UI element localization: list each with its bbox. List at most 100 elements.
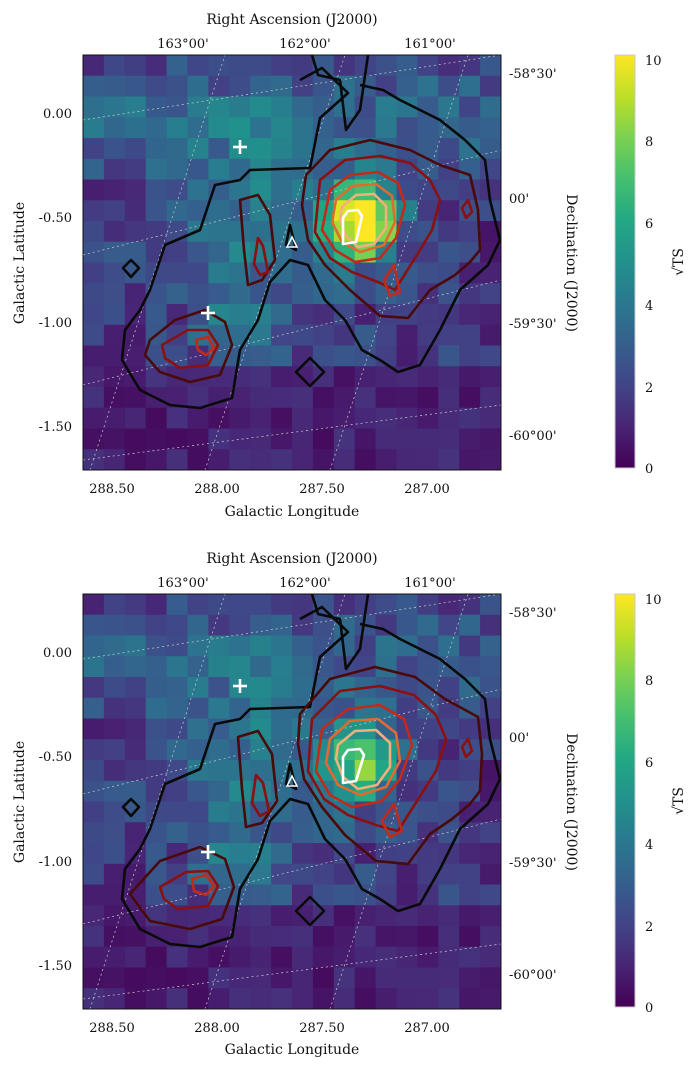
heatmap-cell (271, 905, 293, 927)
heatmap-cell (480, 884, 502, 906)
heatmap-cell (166, 449, 188, 471)
heatmap-cell (187, 801, 209, 823)
heatmap-cell (250, 428, 272, 450)
heatmap-cell (208, 656, 230, 678)
heatmap-cell (354, 428, 376, 450)
heatmap-cell (124, 283, 147, 305)
heatmap-cell (292, 75, 314, 97)
heatmap-cell (208, 55, 230, 77)
heatmap-cell (271, 387, 293, 409)
heatmap-cell (250, 345, 272, 367)
heatmap-cell (333, 863, 356, 885)
colorbar-tick: 2 (645, 381, 653, 396)
heatmap-cell (271, 55, 293, 77)
heatmap-cell (250, 677, 272, 699)
heatmap-cell (438, 946, 460, 968)
heatmap-cell (396, 200, 418, 222)
heatmap-cell (103, 138, 126, 160)
heatmap-cell (83, 117, 105, 139)
heatmap-cell (312, 905, 335, 927)
x-tick: 288.50 (89, 1021, 135, 1036)
heatmap-cell (166, 179, 188, 201)
heatmap-cell (103, 55, 126, 77)
heatmap-cell (124, 926, 147, 948)
heatmap-cell (480, 387, 502, 409)
heatmap-cell (396, 780, 418, 802)
heatmap-cell (208, 428, 230, 450)
heatmap-cell (83, 614, 105, 636)
heatmap-cell (417, 739, 439, 761)
heatmap-cell (396, 697, 418, 719)
heatmap-cell (396, 324, 418, 346)
heatmap-cell (124, 387, 147, 409)
heatmap-cell (292, 822, 314, 844)
heatmap-cell (83, 739, 105, 761)
heatmap-cell (459, 96, 481, 118)
heatmap-cell (124, 241, 147, 263)
heatmap-cell (480, 594, 502, 616)
heatmap-cell (396, 988, 418, 1010)
heatmap-cell (145, 117, 167, 139)
heatmap-cell (166, 304, 188, 326)
heatmap-cell (480, 863, 502, 885)
heatmap-cell (83, 905, 105, 927)
y-tick: -1.50 (39, 420, 72, 435)
heatmap-cell (417, 449, 439, 471)
heatmap-cell (124, 158, 147, 180)
heatmap-cell (354, 863, 376, 885)
heatmap-cell (124, 449, 147, 471)
contour-level-4 (190, 873, 216, 897)
contour-level-3-d (460, 198, 474, 220)
heatmap-cell (396, 117, 418, 139)
y-tick: -1.00 (39, 316, 72, 331)
heatmap-cell (166, 677, 188, 699)
heatmap-cell (124, 428, 147, 450)
heatmap-cell (375, 241, 397, 263)
heatmap-cell (417, 946, 439, 968)
markers (201, 679, 299, 859)
heatmap-cell (271, 718, 293, 740)
heatmap-cell (271, 428, 293, 450)
heatmap-cell (145, 304, 167, 326)
heatmap-cells (83, 55, 502, 471)
heatmap-cell (229, 449, 251, 471)
heatmap-cell (480, 428, 502, 450)
heatmap-cell (480, 926, 502, 948)
heatmap-cell (83, 345, 105, 367)
heatmap-cell (480, 718, 502, 740)
heatmap-cell (271, 614, 293, 636)
heatmap-cell (83, 200, 105, 222)
heatmap-cell (124, 677, 147, 699)
triangle-marker (285, 774, 299, 787)
heatmap-cell (124, 656, 147, 678)
heatmap-cell (375, 96, 397, 118)
heatmap-cell (208, 677, 230, 699)
heatmap-cell (229, 55, 251, 77)
heatmap-cell (417, 656, 439, 678)
heatmap-cell (354, 117, 376, 139)
heatmap-cell (187, 926, 209, 948)
heatmap-cell (208, 614, 230, 636)
heatmap-cell (187, 324, 209, 346)
heatmap-cell (354, 283, 376, 305)
heatmap-cell (480, 158, 502, 180)
heatmap-cell (166, 843, 188, 865)
heatmap-cell (312, 324, 335, 346)
heatmap-cell (354, 697, 376, 719)
heatmap-cell (459, 863, 481, 885)
heatmap-cell (229, 304, 251, 326)
heatmap-cell (292, 677, 314, 699)
heatmap-cell (417, 55, 439, 77)
heatmap-cell (166, 138, 188, 160)
dec-tick: -59°30' (509, 856, 557, 871)
heatmap-cell (271, 635, 293, 657)
heatmap-cell (187, 55, 209, 77)
heatmap-cell (145, 656, 167, 678)
heatmap-cell (271, 117, 293, 139)
heatmap-cell (459, 324, 481, 346)
heatmap-cell (354, 200, 376, 222)
heatmap-cell (480, 55, 502, 77)
heatmap-cell (375, 55, 397, 77)
colorbar-tick: 2 (645, 920, 653, 935)
heatmap-cell (312, 366, 335, 388)
